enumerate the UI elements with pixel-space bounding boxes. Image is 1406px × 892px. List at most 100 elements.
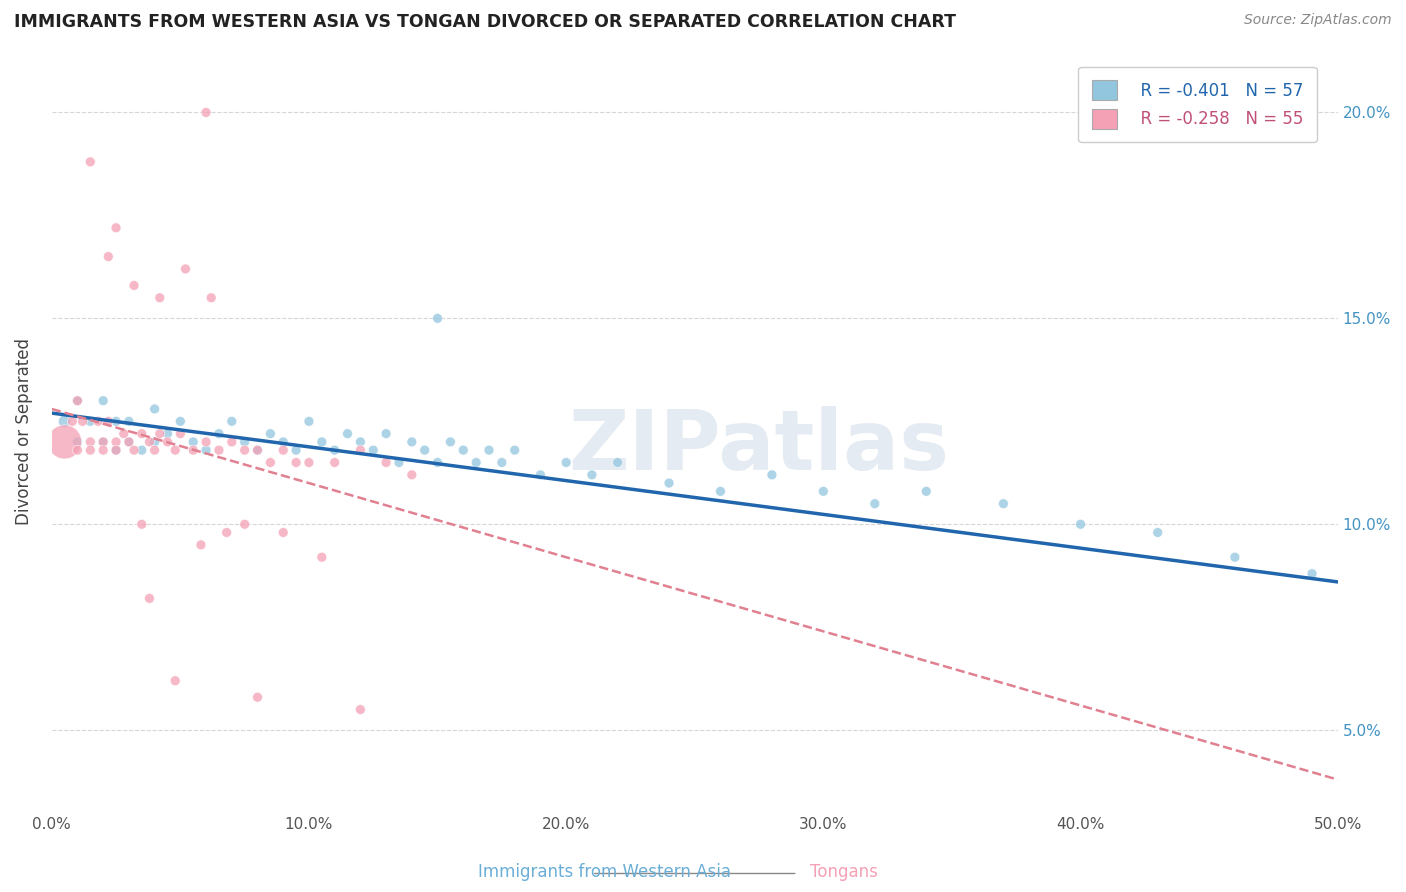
Point bbox=[195, 105, 218, 120]
Point bbox=[138, 591, 160, 606]
Point bbox=[246, 443, 269, 458]
Legend:   R = -0.401   N = 57,   R = -0.258   N = 55: R = -0.401 N = 57, R = -0.258 N = 55 bbox=[1078, 67, 1316, 143]
Point bbox=[426, 311, 449, 326]
Point bbox=[323, 443, 346, 458]
Point bbox=[60, 414, 83, 428]
Point bbox=[336, 426, 359, 441]
Point bbox=[118, 434, 141, 449]
Point bbox=[91, 443, 114, 458]
Point bbox=[401, 467, 423, 482]
Point bbox=[478, 443, 501, 458]
Point bbox=[118, 434, 141, 449]
Point bbox=[401, 434, 423, 449]
Point bbox=[200, 291, 222, 305]
Point bbox=[285, 455, 308, 469]
Point bbox=[72, 414, 94, 428]
Point bbox=[529, 467, 551, 482]
Point bbox=[1223, 550, 1246, 565]
Point bbox=[426, 455, 449, 469]
Point bbox=[311, 434, 333, 449]
Point bbox=[79, 443, 101, 458]
Point bbox=[413, 443, 436, 458]
Point bbox=[181, 443, 204, 458]
Point bbox=[233, 434, 256, 449]
Point bbox=[131, 443, 153, 458]
Point bbox=[66, 393, 89, 408]
Point bbox=[491, 455, 513, 469]
Point bbox=[349, 443, 371, 458]
Point bbox=[143, 434, 166, 449]
Point bbox=[246, 690, 269, 705]
Point bbox=[66, 434, 89, 449]
Point bbox=[1301, 566, 1323, 581]
Point bbox=[1146, 525, 1168, 540]
Point bbox=[503, 443, 526, 458]
Point bbox=[246, 443, 269, 458]
Point bbox=[97, 414, 120, 428]
Point bbox=[87, 414, 110, 428]
Point bbox=[149, 426, 172, 441]
Point bbox=[66, 393, 89, 408]
Point bbox=[169, 414, 191, 428]
Point bbox=[105, 414, 128, 428]
Point bbox=[122, 443, 145, 458]
Point bbox=[311, 550, 333, 565]
Point bbox=[361, 443, 384, 458]
Point bbox=[349, 434, 371, 449]
Point bbox=[271, 525, 294, 540]
Point bbox=[375, 455, 398, 469]
Point bbox=[221, 434, 243, 449]
Point bbox=[79, 414, 101, 428]
Point bbox=[122, 278, 145, 293]
Point bbox=[1070, 517, 1092, 532]
Point bbox=[156, 426, 179, 441]
Point bbox=[298, 455, 321, 469]
Text: Immigrants from Western Asia: Immigrants from Western Asia bbox=[478, 863, 731, 881]
Point bbox=[131, 426, 153, 441]
Text: IMMIGRANTS FROM WESTERN ASIA VS TONGAN DIVORCED OR SEPARATED CORRELATION CHART: IMMIGRANTS FROM WESTERN ASIA VS TONGAN D… bbox=[14, 13, 956, 31]
Point bbox=[349, 702, 371, 716]
Point bbox=[138, 434, 160, 449]
Point bbox=[271, 434, 294, 449]
Point bbox=[143, 401, 166, 416]
Point bbox=[165, 673, 187, 688]
Point bbox=[215, 525, 238, 540]
Point bbox=[606, 455, 628, 469]
Point bbox=[195, 434, 218, 449]
Point bbox=[915, 484, 938, 499]
Point bbox=[761, 467, 783, 482]
Point bbox=[298, 414, 321, 428]
Point bbox=[165, 443, 187, 458]
Point bbox=[181, 434, 204, 449]
Point bbox=[439, 434, 461, 449]
Point bbox=[195, 443, 218, 458]
Point bbox=[259, 426, 281, 441]
Point bbox=[131, 517, 153, 532]
Text: ZIPatlas: ZIPatlas bbox=[568, 407, 949, 487]
Point bbox=[105, 443, 128, 458]
Point bbox=[465, 455, 488, 469]
Point bbox=[91, 434, 114, 449]
Point bbox=[259, 455, 281, 469]
Point bbox=[66, 443, 89, 458]
Point bbox=[79, 434, 101, 449]
Point bbox=[221, 414, 243, 428]
Point bbox=[285, 443, 308, 458]
Point bbox=[208, 426, 231, 441]
Point bbox=[105, 443, 128, 458]
Point bbox=[97, 250, 120, 264]
Point bbox=[233, 517, 256, 532]
Point bbox=[993, 497, 1015, 511]
Y-axis label: Divorced or Separated: Divorced or Separated bbox=[15, 338, 32, 525]
Point bbox=[53, 434, 76, 449]
Point bbox=[863, 497, 886, 511]
Point bbox=[323, 455, 346, 469]
Point bbox=[709, 484, 731, 499]
Point bbox=[388, 455, 411, 469]
Point bbox=[658, 476, 681, 491]
Point bbox=[91, 393, 114, 408]
Text: Tongans: Tongans bbox=[810, 863, 877, 881]
Point bbox=[91, 434, 114, 449]
Text: Source: ZipAtlas.com: Source: ZipAtlas.com bbox=[1244, 13, 1392, 28]
Point bbox=[174, 262, 197, 277]
